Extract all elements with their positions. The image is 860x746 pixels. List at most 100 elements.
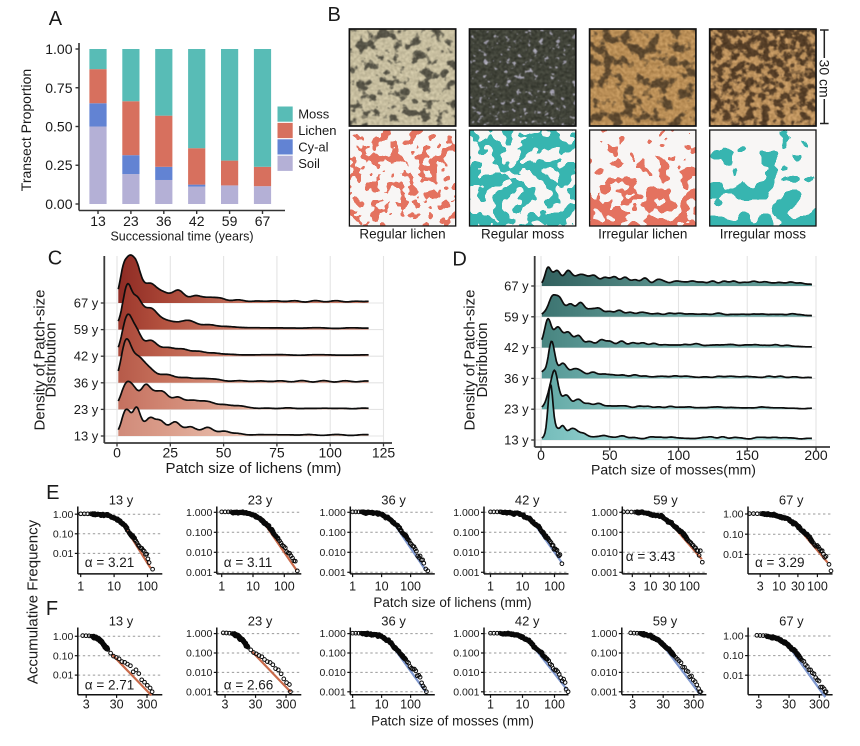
- svg-text:42 y: 42 y: [515, 493, 540, 508]
- svg-text:α = 3.29: α = 3.29: [755, 555, 804, 570]
- svg-text:1.000: 1.000: [591, 628, 617, 640]
- svg-text:α = 2.66: α = 2.66: [224, 678, 273, 693]
- svg-text:23 y: 23 y: [504, 402, 529, 417]
- svg-text:Patch size of lichens (mm): Patch size of lichens (mm): [166, 460, 342, 477]
- svg-text:0.01: 0.01: [53, 670, 74, 682]
- svg-text:0.100: 0.100: [320, 648, 346, 660]
- svg-text:0.010: 0.010: [186, 667, 212, 679]
- svg-text:0.10: 0.10: [53, 650, 74, 662]
- svg-text:30 cm: 30 cm: [817, 60, 833, 98]
- svg-text:36 y: 36 y: [504, 371, 529, 386]
- svg-text:10: 10: [516, 580, 530, 594]
- svg-text:0.75: 0.75: [45, 80, 72, 96]
- svg-text:100: 100: [400, 580, 421, 594]
- svg-text:0.001: 0.001: [453, 567, 479, 579]
- svg-text:300: 300: [276, 698, 297, 712]
- svg-text:0.010: 0.010: [320, 667, 346, 679]
- svg-text:59 y: 59 y: [653, 613, 678, 628]
- svg-text:10: 10: [375, 580, 389, 594]
- svg-text:67 y: 67 y: [779, 613, 804, 628]
- svg-text:0.100: 0.100: [453, 648, 479, 660]
- svg-text:0.010: 0.010: [591, 667, 617, 679]
- svg-text:100: 100: [807, 580, 828, 594]
- svg-text:0.010: 0.010: [186, 547, 212, 559]
- svg-text:30: 30: [782, 698, 796, 712]
- svg-text:125: 125: [372, 445, 396, 461]
- svg-text:13: 13: [90, 213, 106, 229]
- svg-text:23 y: 23 y: [74, 402, 99, 417]
- svg-text:0.001: 0.001: [320, 686, 346, 698]
- svg-text:10: 10: [644, 580, 658, 594]
- svg-text:0.010: 0.010: [453, 667, 479, 679]
- svg-text:3: 3: [222, 698, 229, 712]
- svg-text:0.10: 0.10: [53, 528, 74, 540]
- svg-text:1.00: 1.00: [45, 41, 72, 57]
- svg-text:0.001: 0.001: [186, 567, 212, 579]
- svg-text:3: 3: [629, 580, 636, 594]
- svg-text:1.00: 1.00: [723, 509, 744, 521]
- svg-text:Irregular moss: Irregular moss: [720, 227, 807, 242]
- svg-text:10: 10: [772, 580, 786, 594]
- svg-text:0.001: 0.001: [592, 567, 618, 579]
- svg-text:42 y: 42 y: [74, 349, 99, 364]
- svg-text:0.10: 0.10: [723, 650, 744, 662]
- svg-text:Accumulative Frequency: Accumulative Frequency: [25, 519, 42, 684]
- svg-text:Regular lichen: Regular lichen: [359, 227, 445, 242]
- svg-text:13 y: 13 y: [109, 613, 134, 628]
- svg-text:3: 3: [755, 698, 762, 712]
- svg-text:50: 50: [602, 447, 618, 463]
- svg-text:13 y: 13 y: [109, 493, 134, 508]
- svg-text:50: 50: [216, 445, 232, 461]
- svg-text:E: E: [46, 482, 59, 504]
- svg-text:0.100: 0.100: [453, 527, 479, 539]
- svg-text:F: F: [46, 598, 58, 620]
- svg-text:100: 100: [274, 580, 295, 594]
- svg-text:75: 75: [269, 445, 285, 461]
- svg-text:23: 23: [123, 213, 139, 229]
- svg-text:α = 3.11: α = 3.11: [224, 555, 272, 570]
- svg-text:0.001: 0.001: [591, 686, 617, 698]
- svg-text:67: 67: [255, 213, 271, 229]
- svg-text:42 y: 42 y: [504, 340, 529, 355]
- svg-text:300: 300: [809, 698, 830, 712]
- svg-text:1.00: 1.00: [53, 509, 74, 521]
- svg-text:1.000: 1.000: [592, 507, 618, 519]
- svg-text:10: 10: [516, 698, 530, 712]
- svg-text:Moss: Moss: [298, 107, 330, 122]
- svg-text:Soil: Soil: [298, 156, 320, 171]
- svg-text:1: 1: [487, 698, 494, 712]
- svg-text:Patch size of mosses (mm): Patch size of mosses (mm): [371, 714, 534, 729]
- svg-text:3: 3: [757, 580, 764, 594]
- svg-text:36 y: 36 y: [74, 375, 99, 390]
- svg-text:10: 10: [107, 580, 121, 594]
- svg-text:Lichen: Lichen: [298, 123, 336, 138]
- svg-text:13 y: 13 y: [74, 429, 99, 444]
- svg-text:200: 200: [804, 447, 828, 463]
- svg-text:30: 30: [662, 580, 676, 594]
- svg-text:0.010: 0.010: [453, 547, 479, 559]
- svg-text:0.100: 0.100: [592, 527, 618, 539]
- svg-text:Density of Patch-size: Density of Patch-size: [462, 290, 479, 431]
- svg-text:13 y: 13 y: [504, 433, 529, 448]
- svg-text:67 y: 67 y: [779, 493, 804, 508]
- svg-text:B: B: [328, 4, 341, 26]
- svg-text:67 y: 67 y: [504, 279, 529, 294]
- svg-text:Distribution: Distribution: [43, 322, 60, 397]
- svg-text:1.000: 1.000: [453, 507, 479, 519]
- svg-text:1: 1: [349, 698, 356, 712]
- svg-text:0.001: 0.001: [186, 686, 212, 698]
- svg-text:0.100: 0.100: [186, 527, 212, 539]
- svg-text:α = 2.71: α = 2.71: [85, 678, 134, 693]
- svg-text:0.010: 0.010: [320, 547, 346, 559]
- svg-text:α = 3.43: α = 3.43: [626, 549, 675, 564]
- svg-text:Transect Proportion: Transect Proportion: [18, 69, 34, 191]
- svg-text:0.25: 0.25: [45, 157, 72, 173]
- svg-text:23 y: 23 y: [248, 613, 273, 628]
- svg-text:300: 300: [137, 698, 158, 712]
- svg-text:1.000: 1.000: [186, 628, 212, 640]
- svg-text:300: 300: [683, 698, 704, 712]
- svg-text:59 y: 59 y: [504, 309, 529, 324]
- svg-text:Patch size of lichens (mm): Patch size of lichens (mm): [373, 595, 531, 610]
- svg-text:36: 36: [156, 213, 172, 229]
- svg-text:0.001: 0.001: [320, 567, 346, 579]
